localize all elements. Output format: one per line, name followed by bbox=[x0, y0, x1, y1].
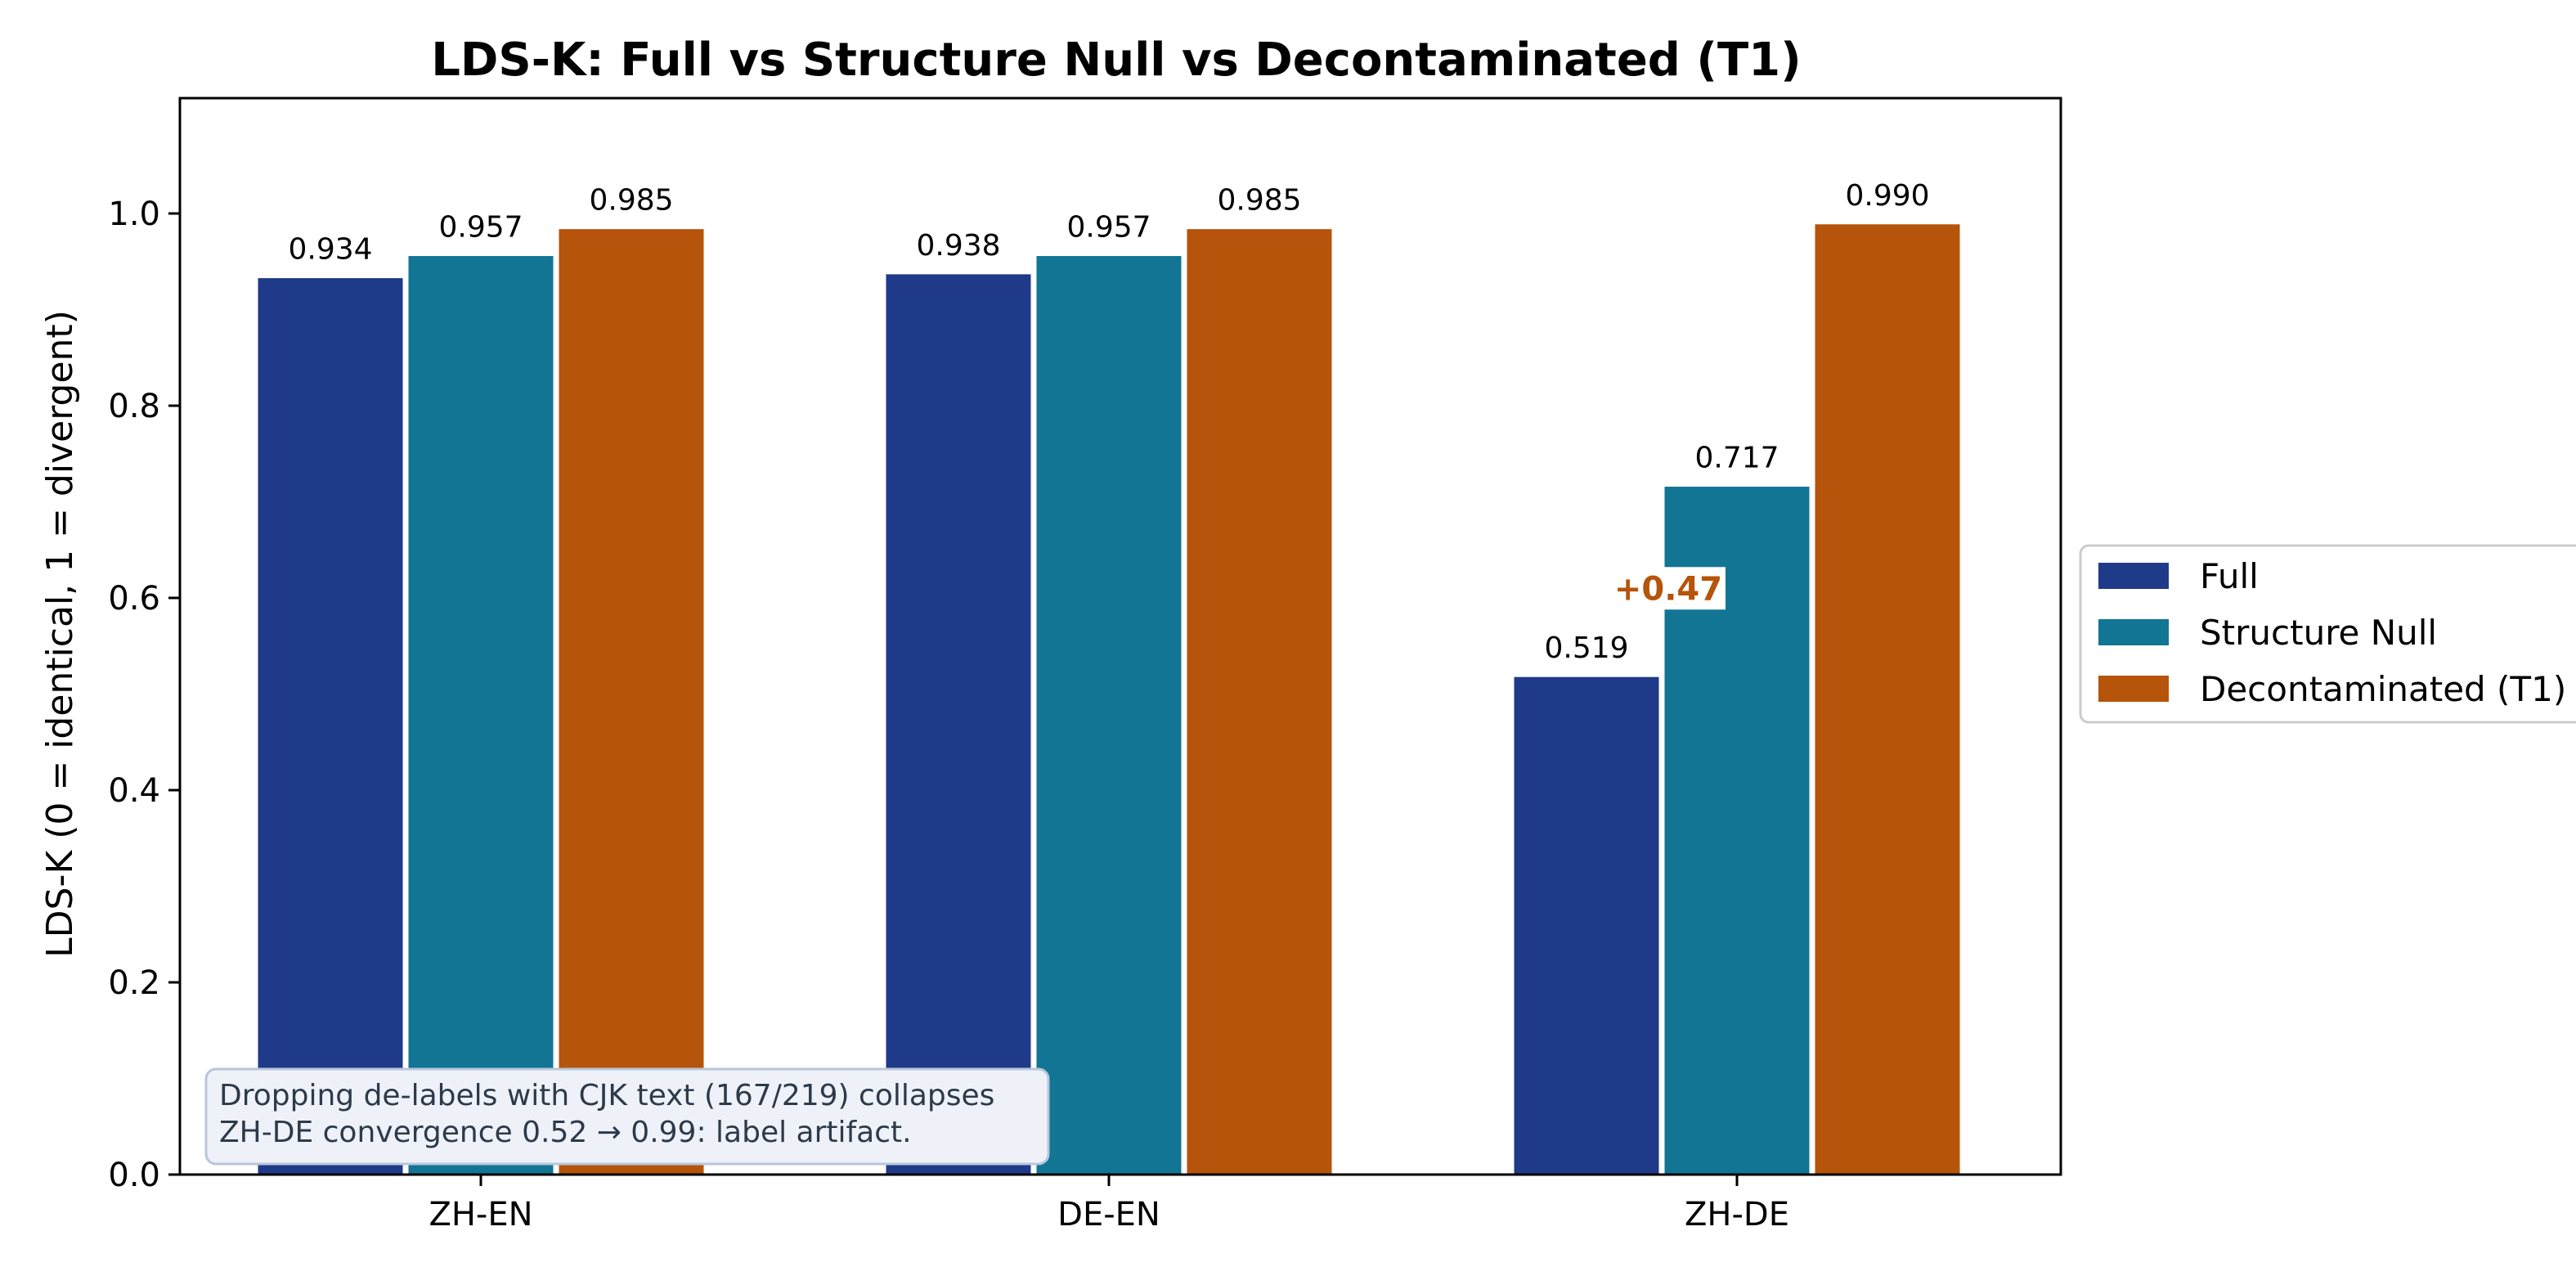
bar bbox=[406, 254, 556, 1176]
y-axis-label: LDS-K (0 = identical, 1 = divergent) bbox=[39, 310, 81, 958]
x-tick-label: ZH-DE bbox=[1685, 1196, 1789, 1233]
x-tick-label: ZH-EN bbox=[429, 1196, 532, 1233]
bar-value-label: 0.990 bbox=[1845, 179, 1929, 213]
note-line-1: Dropping de-labels with CJK text (167/21… bbox=[219, 1079, 994, 1112]
bar bbox=[1511, 674, 1662, 1176]
bar-value-label: 0.934 bbox=[288, 233, 372, 267]
note-line-2: ZH-DE convergence 0.52 → 0.99: label art… bbox=[219, 1116, 912, 1149]
delta-annotation-text: +0.47 bbox=[1614, 570, 1722, 608]
y-tick-label: 0.2 bbox=[108, 964, 160, 1002]
bar bbox=[556, 227, 707, 1176]
bar bbox=[1184, 227, 1335, 1176]
x-tick-label: DE-EN bbox=[1057, 1196, 1160, 1233]
legend-label: Full bbox=[2200, 556, 2259, 596]
y-tick-label: 0.0 bbox=[108, 1157, 160, 1194]
chart-title: LDS-K: Full vs Structure Null vs Deconta… bbox=[431, 34, 1802, 87]
legend-frame bbox=[2079, 544, 2576, 724]
plot-frame bbox=[178, 97, 2062, 1176]
legend-swatch bbox=[2098, 619, 2169, 645]
y-tick-label: 0.4 bbox=[108, 772, 160, 810]
note-box: Dropping de-labels with CJK text (167/21… bbox=[204, 1067, 1050, 1166]
y-tick-label: 0.6 bbox=[108, 580, 160, 618]
x-axis: ZH-EN DE-EN ZH-DE bbox=[429, 1175, 1789, 1233]
legend-label: Decontaminated (T1) bbox=[2200, 669, 2566, 709]
legend-items: Full Structure Null Decontaminated (T1) bbox=[2098, 556, 2566, 709]
bar-value-label: 0.938 bbox=[916, 229, 1000, 263]
bar-value-label: 0.957 bbox=[1066, 211, 1151, 245]
bar-value-label: 0.957 bbox=[438, 211, 523, 245]
bar-value-label: 0.717 bbox=[1694, 442, 1779, 475]
legend-swatch bbox=[2098, 563, 2169, 589]
bar-value-label: 0.985 bbox=[589, 184, 673, 218]
bar-value-label: 0.519 bbox=[1544, 631, 1628, 665]
plot-bars bbox=[255, 222, 1963, 1176]
y-axis: 0.0 0.2 0.4 0.6 0.8 1.0 bbox=[108, 195, 180, 1194]
bar-value-label: 0.985 bbox=[1217, 184, 1301, 218]
bar bbox=[883, 272, 1034, 1176]
delta-annotation-bg bbox=[1611, 567, 1726, 610]
delta-annotation: +0.47 bbox=[1611, 567, 1726, 610]
bar bbox=[1034, 254, 1184, 1176]
bar bbox=[1812, 222, 1963, 1176]
legend-label: Structure Null bbox=[2200, 613, 2437, 653]
legend: Full Structure Null Decontaminated (T1) bbox=[2079, 544, 2576, 724]
bar bbox=[255, 276, 406, 1176]
y-tick-label: 1.0 bbox=[108, 195, 160, 233]
legend-swatch bbox=[2098, 676, 2169, 702]
y-tick-label: 0.8 bbox=[108, 388, 160, 425]
value-labels: 0.934 0.938 0.519 0.957 0.957 0.717 0.985 0.985… bbox=[288, 179, 1929, 665]
note-box-bg bbox=[204, 1067, 1050, 1166]
